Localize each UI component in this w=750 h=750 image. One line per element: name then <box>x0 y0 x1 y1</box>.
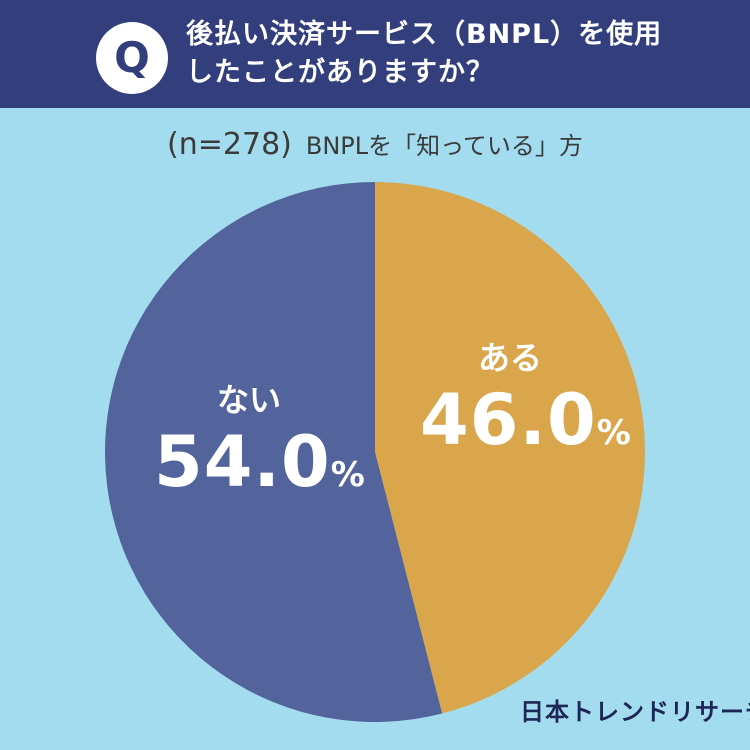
slice-label-aru: ある 46.0% <box>420 338 631 475</box>
slice-category-aru: ある <box>477 339 542 377</box>
slice-value-nai: 54.0% <box>154 420 365 517</box>
question-line-2: したことがありますか？ <box>186 57 494 88</box>
pie-slice-nai <box>105 182 443 722</box>
slice-category-nai: ない <box>216 381 281 419</box>
question-line-1: 後払い決済サービス（BNPL）を使用 <box>186 19 663 50</box>
question-header: Q 後払い決済サービス（BNPL）を使用 したことがありますか？ <box>0 0 750 108</box>
pie-slice-aru <box>375 181 645 714</box>
sample-description: BNPLを「知っている」方 <box>305 132 583 160</box>
sample-subtitle: (n=278) BNPLを「知っている」方 <box>0 125 750 166</box>
slice-unit-aru: % <box>596 413 632 453</box>
slice-label-nai: ない 54.0% <box>154 380 365 517</box>
question-badge: Q <box>96 22 168 94</box>
slice-number-aru: 46.0 <box>420 379 597 461</box>
question-text: 後払い決済サービス（BNPL）を使用 したことがありますか？ <box>186 16 706 92</box>
slice-unit-nai: % <box>330 455 366 495</box>
brand-logo-text: 日本トレンドリサーチ <box>520 698 750 726</box>
slice-value-aru: 46.0% <box>420 378 631 475</box>
sample-size: (n=278) <box>167 127 292 162</box>
slice-number-nai: 54.0 <box>154 421 331 503</box>
